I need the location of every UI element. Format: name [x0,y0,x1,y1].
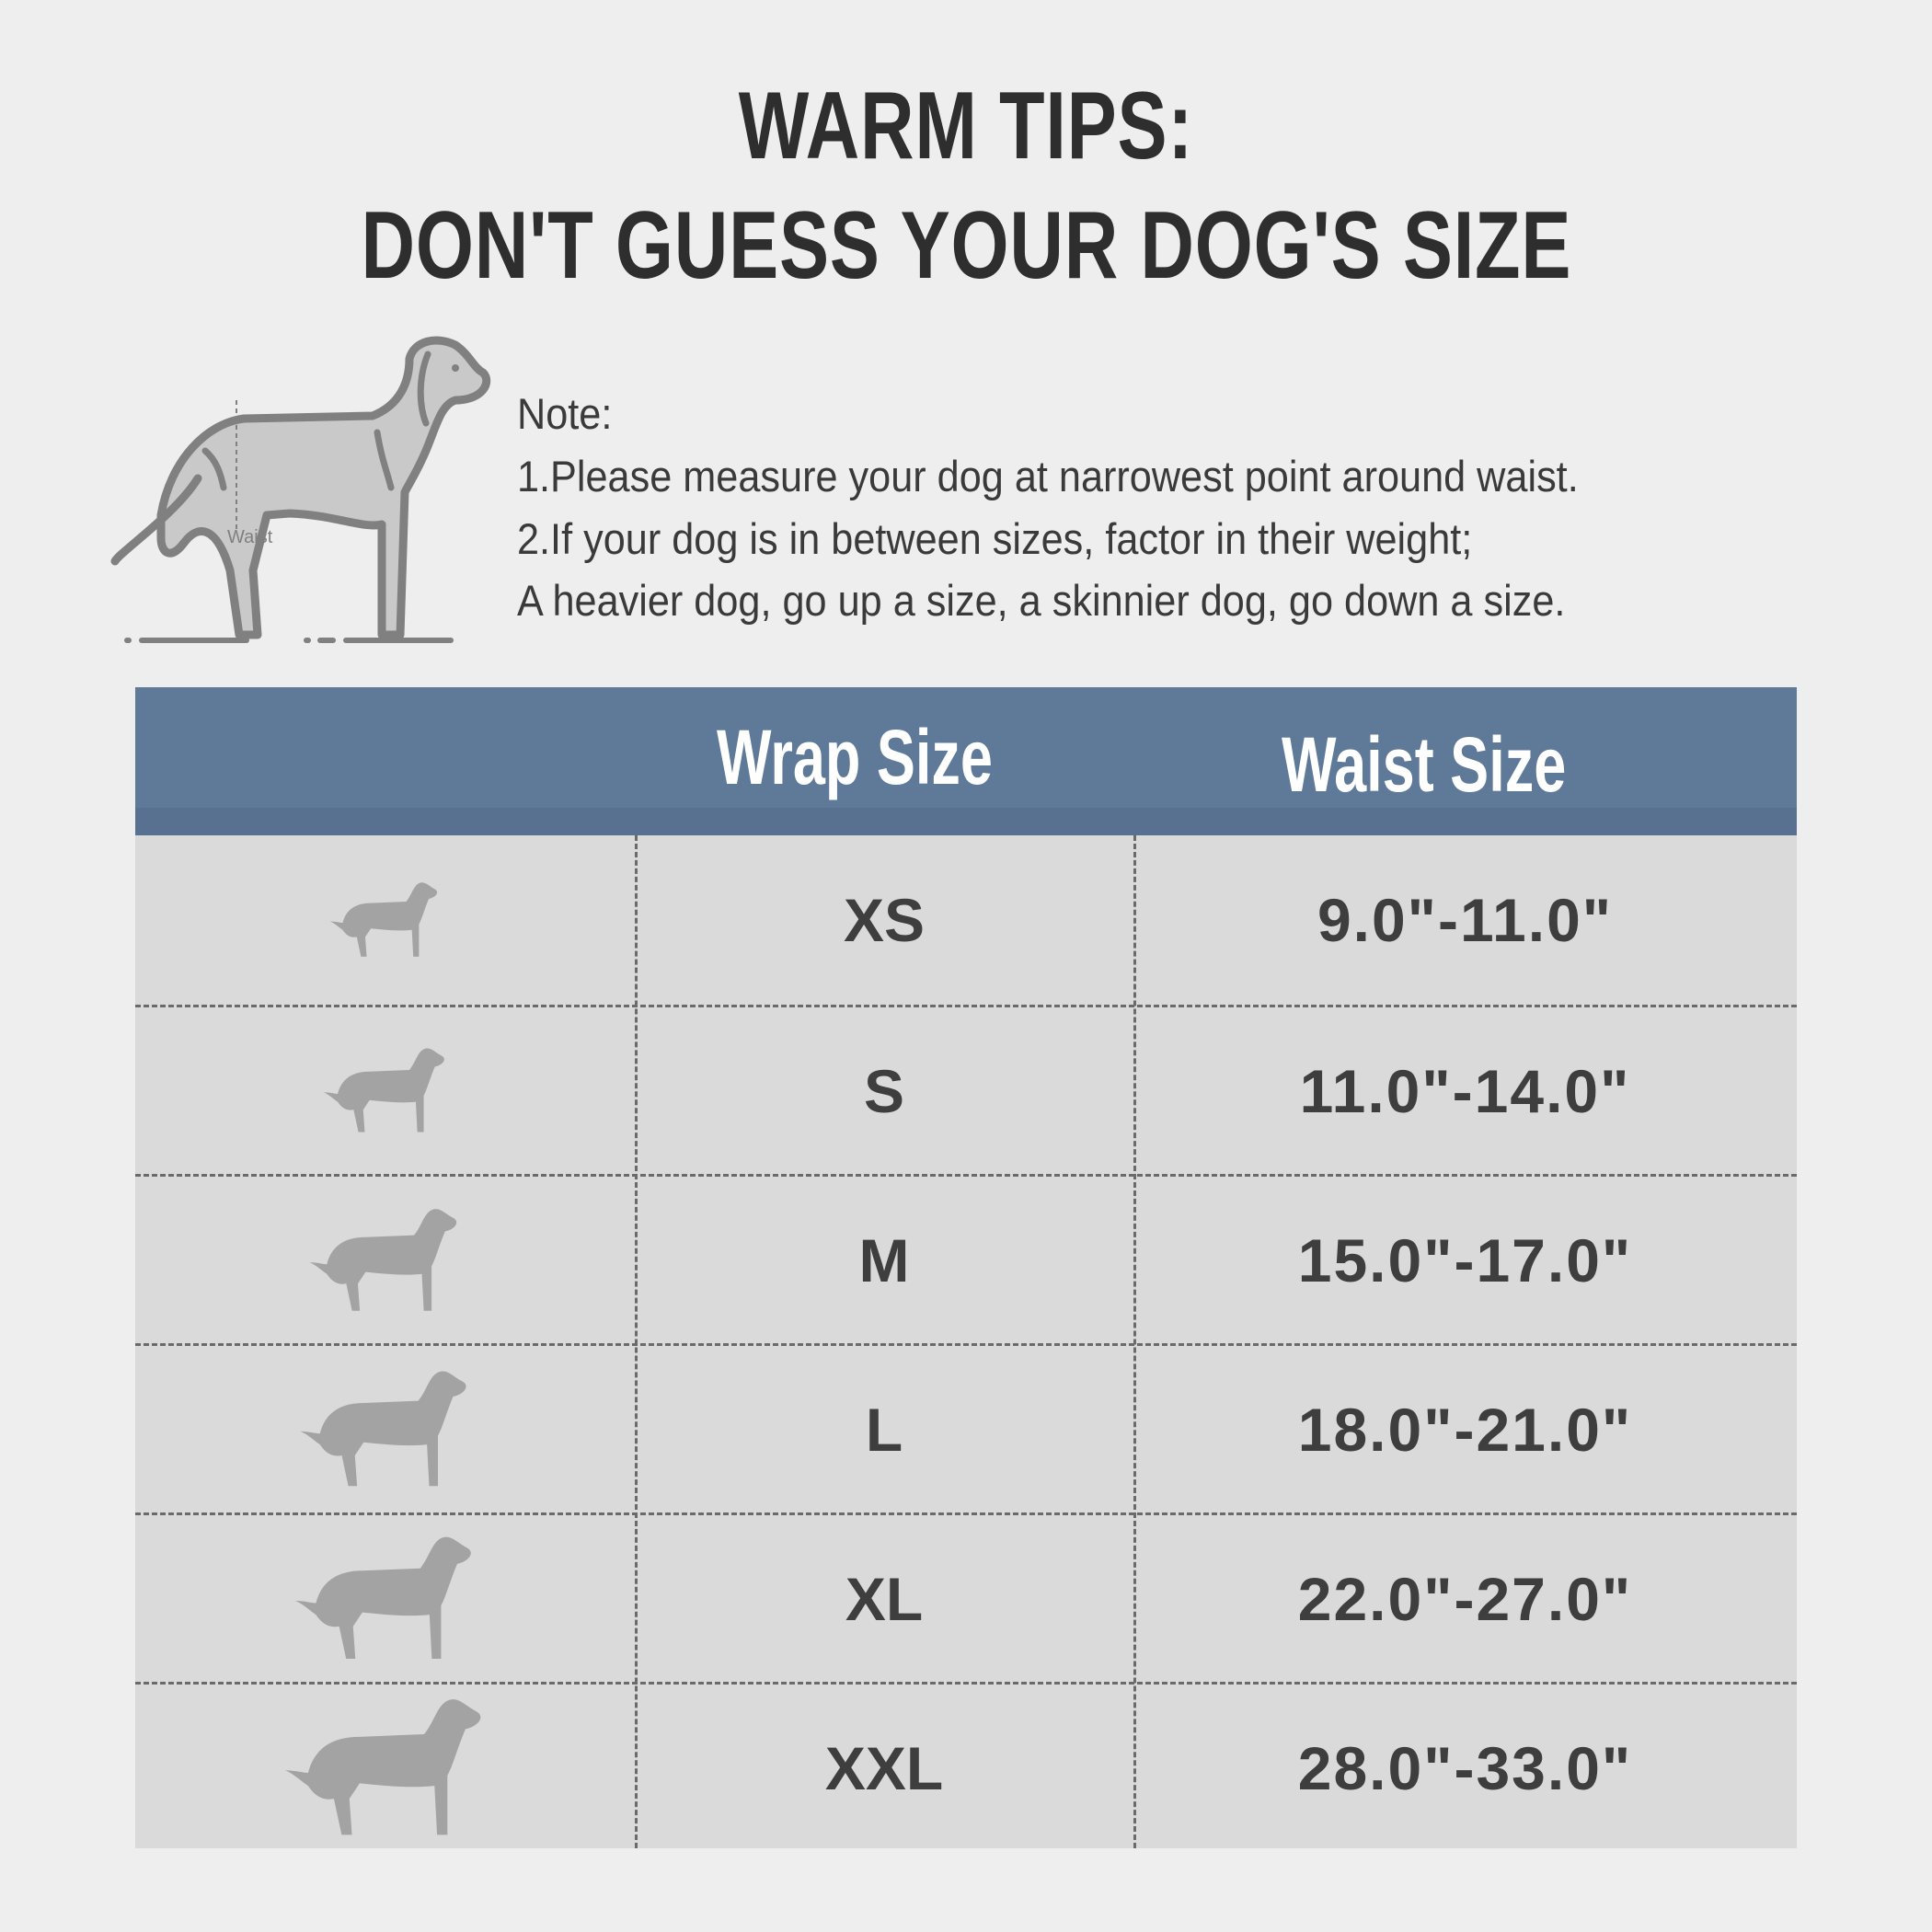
table-row: S 11.0"-14.0" [135,1005,1797,1174]
note-line-3: A heavier dog, go up a size, a skinnier … [517,576,1566,625]
table-header: Wrap Size Waist Size [135,687,1797,835]
dog-cell [135,1685,635,1851]
waist-label: Waist [227,527,273,547]
medium-dog-silhouette-icon [309,1208,457,1311]
waist-size-cell: 28.0"-33.0" [1297,1733,1633,1802]
wrap-size-cell: M [858,1225,910,1294]
dog-measure-waist-icon: Waist [110,336,491,643]
wrap-size-cell: S [863,1056,905,1125]
table-body: XS 9.0"-11.0" S 11.0"-14.0" M 15.0"-17.0" L 18.… [135,835,1797,1848]
table-row: L 18.0"-21.0" [135,1343,1797,1512]
dog-cell [135,1007,635,1174]
table-row: M 15.0"-17.0" [135,1174,1797,1343]
size-chart-table: Wrap Size Waist Size XS 9.0"-11.0" S 11.0"-… [135,687,1797,1848]
dog-cell [135,835,635,1005]
large-dog-silhouette-icon [299,1371,466,1487]
dog-cell [135,1177,635,1343]
small-dog-silhouette-icon [322,1048,444,1133]
column-divider [635,835,638,1848]
xl-dog-silhouette-icon [294,1536,471,1659]
wrap-size-cell: L [865,1395,903,1464]
wrap-size-cell: XL [845,1564,924,1633]
note-line-2: 2.If your dog is in between sizes, facto… [517,514,1473,563]
waist-size-cell: 15.0"-17.0" [1297,1225,1633,1294]
waist-size-cell: 9.0"-11.0" [1317,886,1614,954]
table-row: XS 9.0"-11.0" [135,835,1797,1005]
waist-size-cell: 22.0"-27.0" [1297,1564,1633,1633]
chihuahua-silhouette-icon [329,882,438,957]
column-divider [1133,835,1136,1848]
wrap-size-cell: XS [843,886,926,954]
column-header-waist-size: Waist Size [1282,721,1567,808]
dog-cell [135,1515,635,1682]
xxl-dog-silhouette-icon [284,1699,480,1835]
note-heading: Note: [517,389,613,438]
dog-cell [135,1346,635,1512]
table-row: XXL 28.0"-33.0" [135,1682,1797,1851]
table-row: XL 22.0"-27.0" [135,1512,1797,1682]
title-line-2: DON'T GUESS YOUR DOG'S SIZE [361,192,1571,299]
title-line-1: WARM TIPS: [738,73,1194,179]
waist-size-cell: 11.0"-14.0" [1299,1056,1631,1125]
column-header-wrap-size: Wrap Size [717,714,993,800]
note-line-1: 1.Please measure your dog at narrowest p… [517,452,1579,500]
waist-size-cell: 18.0"-21.0" [1297,1395,1633,1464]
wrap-size-cell: XXL [824,1733,944,1802]
